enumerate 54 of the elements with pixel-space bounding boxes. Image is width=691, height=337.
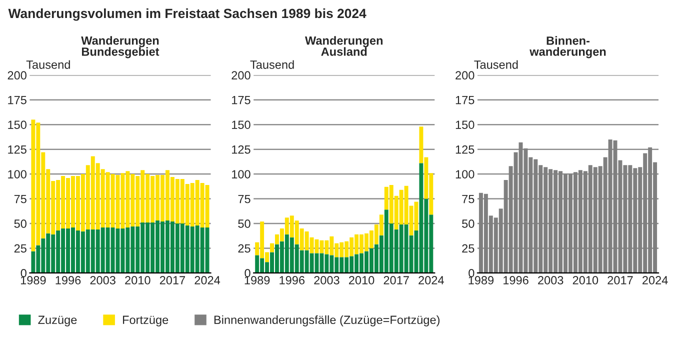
y-tick-label: 75 bbox=[238, 194, 250, 204]
x-tick-label: 2003 bbox=[538, 276, 564, 284]
y-tick-label: 175 bbox=[456, 96, 474, 104]
y-tick-label: 125 bbox=[8, 145, 26, 154]
y-tick-label: 100 bbox=[232, 170, 250, 178]
x-tick-label: 1989 bbox=[244, 276, 270, 284]
x-tick-label: 2010 bbox=[348, 276, 374, 284]
y-tick-label: 125 bbox=[456, 145, 474, 154]
y-tick-label: 25 bbox=[462, 244, 474, 253]
y-tick-label: 200 bbox=[456, 71, 474, 80]
y-tick-label: 100 bbox=[8, 170, 26, 178]
y-tick-label: 75 bbox=[462, 194, 474, 204]
y-tick-label: 50 bbox=[14, 220, 26, 228]
x-tick-label: 2017 bbox=[608, 276, 633, 284]
y-tick-label: 200 bbox=[8, 71, 26, 80]
y-tick-label: 150 bbox=[8, 120, 26, 129]
x-tick-label: 1989 bbox=[468, 276, 494, 284]
y-tick-label: 50 bbox=[462, 220, 474, 228]
y-tick-label: 100 bbox=[456, 170, 474, 178]
legend-label: Zuzüge bbox=[38, 316, 77, 326]
x-tick-label: 2003 bbox=[314, 276, 340, 284]
legend-label: Binnenwanderungsfälle (Zuzüge=Fortzüge) bbox=[214, 315, 440, 326]
x-tick-label: 1989 bbox=[20, 276, 46, 284]
y-axis-title: Tausend bbox=[250, 60, 294, 69]
legend-label: Fortzüge bbox=[123, 316, 168, 326]
y-tick-label: 25 bbox=[14, 244, 26, 253]
y-tick-label: 150 bbox=[456, 120, 474, 129]
y-tick-label: 0 bbox=[244, 269, 250, 278]
x-tick-label: 2017 bbox=[384, 276, 409, 284]
y-tick-label: 150 bbox=[232, 120, 250, 129]
y-axis-title: Tausend bbox=[26, 60, 70, 69]
y-tick-label: 0 bbox=[468, 269, 474, 278]
y-axis-title: Tausend bbox=[474, 60, 518, 69]
x-tick-label: 1996 bbox=[280, 276, 305, 284]
text: Wanderungsvolumen im Freistaat Sachsen 1989 bis 2024 bbox=[8, 8, 366, 21]
y-tick-label: 175 bbox=[8, 96, 26, 104]
y-tick-label: 25 bbox=[238, 244, 250, 253]
x-tick-label: 2010 bbox=[572, 276, 598, 284]
x-tick-label: 2024 bbox=[418, 276, 444, 284]
x-tick-label: 2024 bbox=[642, 276, 668, 284]
chart-title: Wanderungen Bundesgebiet bbox=[81, 36, 160, 58]
x-tick-label: 2017 bbox=[160, 276, 185, 284]
x-tick-label: 2003 bbox=[90, 276, 116, 284]
x-tick-label: 1996 bbox=[504, 276, 528, 284]
y-tick-label: 125 bbox=[232, 145, 250, 154]
chart-title: Wanderungen Ausland bbox=[305, 36, 383, 56]
chart-title: Binnen- wanderungen bbox=[530, 36, 606, 58]
y-tick-label: 50 bbox=[238, 220, 250, 228]
y-tick-label: 200 bbox=[232, 71, 250, 80]
y-tick-label: 175 bbox=[232, 96, 250, 104]
x-tick-label: 2024 bbox=[194, 276, 220, 284]
x-tick-label: 1996 bbox=[56, 276, 81, 284]
x-tick-label: 2010 bbox=[125, 276, 150, 284]
y-tick-label: 75 bbox=[14, 194, 26, 204]
